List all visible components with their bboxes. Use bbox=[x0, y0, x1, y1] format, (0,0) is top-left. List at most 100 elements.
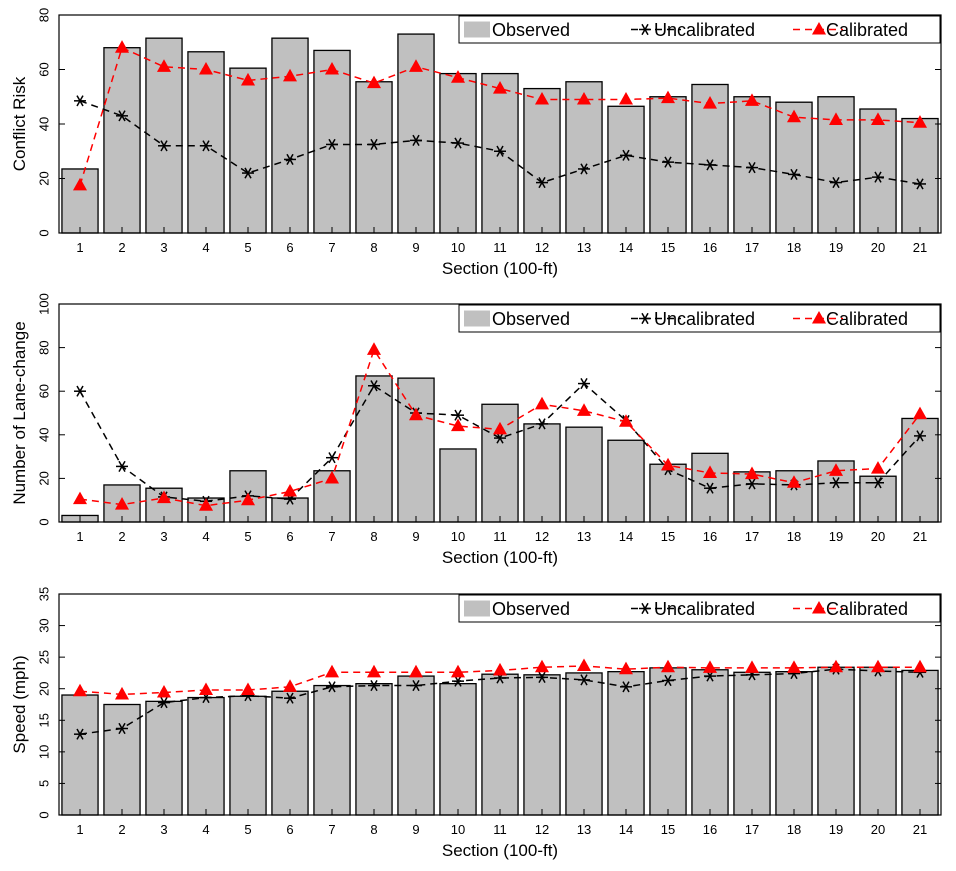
observed-bar bbox=[859, 108, 897, 234]
observed-bar bbox=[187, 696, 225, 816]
calibrated-point bbox=[744, 660, 760, 673]
x-tick-label: 20 bbox=[871, 822, 885, 837]
x-tick-label: 3 bbox=[160, 529, 167, 544]
y-tick-label: 25 bbox=[36, 650, 51, 664]
uncalibrated-point bbox=[74, 728, 86, 740]
x-tick-label: 13 bbox=[577, 529, 591, 544]
calibrated-point bbox=[366, 342, 382, 355]
x-tick-label: 1 bbox=[76, 529, 83, 544]
x-tick-label: 14 bbox=[619, 822, 633, 837]
observed-bar bbox=[355, 375, 393, 523]
observed-bar bbox=[271, 690, 309, 816]
x-tick-label: 12 bbox=[535, 529, 549, 544]
calibrated-point bbox=[408, 664, 424, 678]
legend-uncalibrated-label: Uncalibrated bbox=[654, 20, 755, 40]
x-tick-label: 13 bbox=[577, 822, 591, 837]
uncalibrated-point bbox=[578, 377, 590, 390]
y-axis-label: Number of Lane-change bbox=[10, 321, 29, 504]
calibrated-point bbox=[450, 664, 466, 678]
observed-bar bbox=[691, 669, 729, 816]
observed-bar bbox=[607, 439, 645, 523]
legend-calibrated-marker bbox=[811, 310, 827, 324]
observed-bar bbox=[103, 703, 141, 816]
calibrated-point bbox=[366, 75, 382, 89]
y-tick-label: 0 bbox=[36, 811, 51, 818]
x-tick-label: 2 bbox=[118, 822, 125, 837]
observed-bar bbox=[355, 81, 393, 234]
calibrated-point bbox=[534, 91, 550, 105]
observed-bar bbox=[733, 671, 771, 816]
x-tick-label: 10 bbox=[451, 529, 465, 544]
calibrated-point bbox=[450, 70, 466, 83]
calibrated-point bbox=[702, 465, 718, 478]
observed-bar bbox=[61, 694, 99, 816]
legend-observed-swatch bbox=[464, 600, 490, 617]
legend-uncalibrated-label: Uncalibrated bbox=[654, 309, 755, 329]
x-tick-label: 10 bbox=[451, 822, 465, 837]
x-tick-label: 19 bbox=[829, 822, 843, 837]
x-tick-label: 15 bbox=[661, 240, 675, 255]
x-tick-label: 9 bbox=[412, 822, 419, 837]
calibrated-point bbox=[660, 90, 676, 104]
uncalibrated-point bbox=[116, 110, 128, 122]
observed-bar bbox=[649, 667, 687, 816]
uncalibrated-point bbox=[746, 162, 758, 174]
observed-bar bbox=[565, 426, 603, 523]
x-tick-label: 19 bbox=[829, 240, 843, 255]
uncalibrated-point bbox=[242, 167, 254, 179]
x-tick-label: 19 bbox=[829, 529, 843, 544]
x-tick-label: 4 bbox=[202, 240, 209, 255]
y-tick-label: 60 bbox=[36, 62, 51, 76]
calibrated-point bbox=[72, 491, 88, 505]
legend-observed-swatch bbox=[464, 310, 490, 327]
observed-bar bbox=[187, 51, 225, 234]
observed-bar bbox=[901, 669, 939, 816]
y-tick-label: 20 bbox=[36, 171, 51, 185]
uncalibrated-point bbox=[494, 432, 506, 444]
calibrated-point bbox=[744, 93, 760, 106]
uncalibrated-point bbox=[158, 697, 170, 709]
calibrated-point bbox=[72, 683, 88, 697]
x-tick-label: 8 bbox=[370, 240, 377, 255]
x-tick-label: 18 bbox=[787, 529, 801, 544]
uncalibrated-point bbox=[74, 385, 86, 397]
x-tick-label: 21 bbox=[913, 822, 927, 837]
calibrated-point bbox=[786, 475, 802, 488]
uncalibrated-point bbox=[116, 722, 128, 735]
x-tick-label: 18 bbox=[787, 822, 801, 837]
observed-bar bbox=[523, 674, 561, 816]
y-tick-label: 20 bbox=[36, 471, 51, 485]
calibrated-point bbox=[828, 112, 844, 125]
uncalibrated-point bbox=[914, 178, 926, 190]
uncalibrated-point bbox=[410, 134, 422, 146]
y-tick-label: 15 bbox=[36, 713, 51, 727]
calibrated-point bbox=[912, 406, 928, 420]
uncalibrated-point bbox=[914, 430, 926, 442]
legend-calibrated-marker bbox=[811, 600, 827, 614]
calibrated-point bbox=[870, 461, 886, 474]
observed-bar bbox=[439, 448, 477, 523]
observed-bar bbox=[649, 463, 687, 523]
calibrated-point bbox=[828, 659, 844, 673]
legend-observed-label: Observed bbox=[492, 20, 570, 40]
x-tick-label: 17 bbox=[745, 822, 759, 837]
calibrated-point bbox=[744, 466, 760, 480]
x-tick-label: 16 bbox=[703, 240, 717, 255]
uncalibrated-line bbox=[79, 668, 921, 735]
observed-bar bbox=[313, 684, 351, 816]
observed-bar bbox=[481, 72, 519, 234]
calibrated-point bbox=[912, 115, 928, 128]
calibrated-point bbox=[912, 659, 928, 673]
y-axis-label: Speed (mph) bbox=[10, 655, 29, 753]
legend-uncalibrated-marker bbox=[639, 602, 651, 615]
calibrated-point bbox=[282, 68, 298, 82]
observed-bar bbox=[817, 666, 855, 816]
x-tick-label: 8 bbox=[370, 822, 377, 837]
x-tick-label: 11 bbox=[493, 822, 507, 837]
x-tick-label: 15 bbox=[661, 822, 675, 837]
x-tick-label: 2 bbox=[118, 240, 125, 255]
uncalibrated-point bbox=[368, 380, 380, 392]
observed-bar bbox=[607, 105, 645, 234]
x-tick-label: 14 bbox=[619, 240, 633, 255]
